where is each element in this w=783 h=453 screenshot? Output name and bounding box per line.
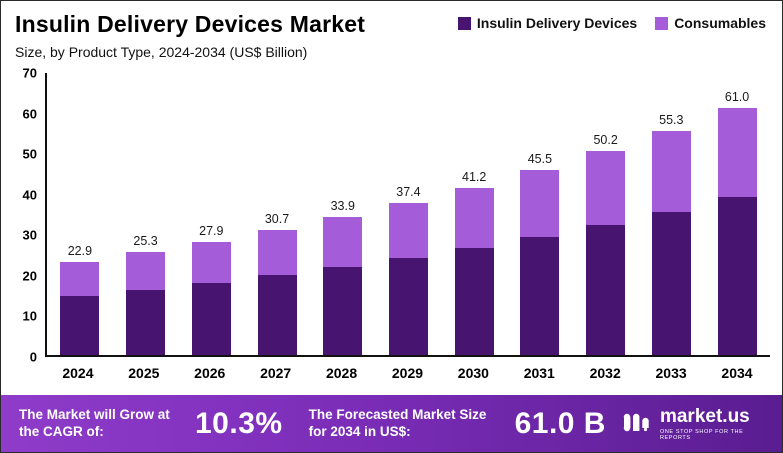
bar-total-label: 41.2: [462, 169, 487, 184]
bar-segment-devices: [651, 211, 691, 355]
bar-column: 50.2: [573, 133, 639, 355]
legend-item-consumables: Consumables: [655, 15, 766, 31]
bar-segment-consumables: [586, 151, 626, 226]
y-tick-label: 70: [22, 65, 37, 81]
bar-total-label: 22.9: [67, 244, 93, 259]
footer-banner: The Market will Grow at the CAGR of: 10.…: [1, 395, 782, 452]
cagr-label: The Market will Grow at the CAGR of:: [19, 406, 170, 439]
bar-column: 55.3: [638, 113, 704, 355]
stacked-bar: [651, 130, 691, 355]
stacked-bar: [520, 170, 560, 355]
bar-segment-consumables: [388, 203, 428, 259]
bar-column: 22.9: [47, 244, 113, 355]
chart: 0 10 20 30 40 50 60 70 22.9 25.3 27.9 30.7 33.9 37.4…: [11, 66, 770, 381]
page-subtitle: Size, by Product Type, 2024-2034 (US$ Bi…: [15, 44, 308, 60]
x-tick-label: 2027: [260, 365, 292, 381]
stacked-bar: [257, 230, 297, 355]
bar-total-label: 27.9: [199, 223, 224, 238]
stacked-bar: [323, 217, 363, 355]
bars: 22.9 25.3 27.9 30.7 33.9 37.4 41.2 45.5 50.2 55.3…: [47, 73, 770, 355]
x-axis: 2024 2025 2026 2027 2028 2029 2030 2031 2032 2033…: [45, 357, 770, 381]
x-tick-label: 2028: [325, 365, 358, 381]
bar-segment-devices: [323, 267, 363, 355]
chart-legend: Insulin Delivery Devices Consumables: [457, 15, 766, 31]
bar-column: 27.9: [178, 224, 244, 355]
stacked-bar: [60, 262, 100, 355]
bar-segment-devices: [60, 296, 100, 355]
y-axis: 0 10 20 30 40 50 60 70: [11, 66, 45, 365]
x-tick-label: 2033: [655, 365, 687, 381]
legend-label: Insulin Delivery Devices: [476, 15, 638, 31]
stacked-bar: [126, 252, 166, 355]
bar-segment-devices: [520, 237, 560, 355]
bar-segment-devices: [191, 282, 231, 355]
bar-segment-consumables: [520, 170, 560, 238]
bar-total-label: 55.3: [659, 112, 684, 127]
bar-column: 45.5: [507, 152, 573, 355]
legend-label: Consumables: [674, 15, 766, 31]
stacked-bar: [191, 241, 231, 355]
cagr-value: 10.3%: [195, 406, 283, 440]
x-tick-label: 2025: [128, 365, 160, 381]
bar-total-label: 45.5: [527, 152, 553, 167]
bar-total-label: 61.0: [724, 89, 750, 104]
bar-column: 30.7: [244, 212, 310, 355]
x-tick-label: 2031: [523, 365, 555, 381]
stacked-bar: [586, 151, 626, 355]
forecast-value: 61.0 B: [514, 406, 606, 440]
legend-swatch: [655, 16, 669, 30]
legend-swatch: [457, 16, 471, 30]
x-tick-label: 2029: [391, 365, 424, 381]
bar-segment-consumables: [60, 262, 100, 297]
bar-segment-consumables: [454, 187, 494, 249]
plot-area: 22.9 25.3 27.9 30.7 33.9 37.4 41.2 45.5 50.2 55.3…: [45, 73, 770, 357]
legend-item-devices: Insulin Delivery Devices: [457, 15, 638, 31]
bar-column: 25.3: [113, 234, 179, 355]
bar-segment-consumables: [323, 217, 363, 268]
y-tick-label: 0: [29, 349, 37, 365]
bar-total-label: 50.2: [593, 133, 618, 148]
titles: Insulin Delivery Devices Market Size, by…: [15, 11, 365, 60]
bar-segment-devices: [388, 258, 428, 355]
x-tick-label: 2032: [589, 365, 621, 381]
x-tick-label: 2026: [194, 365, 226, 381]
bar-segment-devices: [126, 290, 166, 355]
bar-column: 41.2: [441, 170, 507, 355]
bar-segment-consumables: [651, 130, 691, 212]
bar-column: 33.9: [310, 199, 376, 355]
bar-segment-consumables: [126, 252, 166, 291]
stacked-bar: [388, 203, 428, 355]
bar-segment-devices: [586, 225, 626, 355]
bar-segment-consumables: [191, 241, 231, 283]
bar-segment-consumables: [257, 230, 297, 276]
marketus-logo-icon: [622, 408, 652, 439]
x-tick-label: 2030: [457, 365, 489, 381]
header: Insulin Delivery Devices Market Size, by…: [1, 1, 782, 60]
bar-column: 37.4: [376, 185, 442, 355]
y-tick-label: 30: [22, 227, 37, 243]
y-tick-label: 10: [22, 308, 37, 324]
bar-column: 61.0: [704, 90, 770, 355]
bar-total-label: 33.9: [330, 199, 355, 214]
page-title: Insulin Delivery Devices Market: [15, 11, 366, 37]
bar-segment-devices: [257, 275, 297, 355]
y-tick-label: 40: [22, 187, 37, 203]
stacked-bar: [717, 107, 757, 355]
x-tick-label: 2024: [62, 365, 94, 381]
marketus-logo: market.us ONE STOP SHOP FOR THE REPORTS: [622, 406, 764, 441]
bar-segment-devices: [454, 248, 494, 355]
x-tick-label: 2034: [721, 365, 753, 381]
bar-total-label: 25.3: [133, 234, 158, 249]
bar-total-label: 37.4: [396, 185, 421, 200]
y-tick-label: 60: [22, 106, 37, 122]
brand-name: market.us: [659, 406, 750, 427]
stacked-bar: [454, 187, 494, 355]
bar-segment-devices: [717, 197, 757, 355]
y-tick-label: 20: [22, 268, 37, 284]
forecast-label: The Forecasted Market Size for 2034 in U…: [308, 406, 487, 439]
y-tick-label: 50: [22, 146, 37, 162]
bar-segment-consumables: [717, 107, 757, 198]
bar-total-label: 30.7: [264, 212, 290, 227]
brand-tagline: ONE STOP SHOP FOR THE REPORTS: [659, 429, 744, 441]
